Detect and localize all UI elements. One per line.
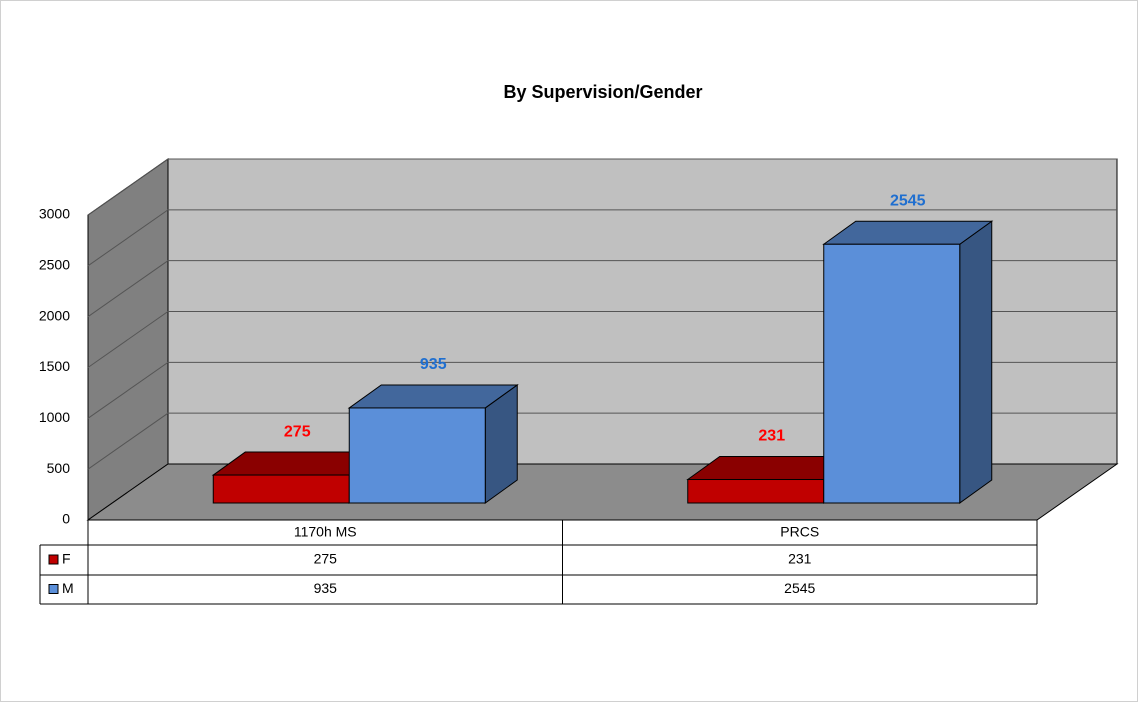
data-label: 275 — [284, 423, 311, 440]
y-tick-label: 500 — [47, 460, 71, 476]
grid-line — [87, 412, 1117, 470]
table-value: 935 — [314, 580, 338, 596]
x-tick-label: PRCS — [780, 524, 819, 540]
grid-line — [87, 361, 1117, 419]
y-tick-label: 1500 — [39, 358, 70, 374]
bar-side — [959, 220, 993, 504]
table-value: 275 — [314, 551, 338, 567]
legend-swatch — [48, 584, 59, 594]
y-tick-label: 2500 — [39, 257, 70, 273]
grid-line — [87, 158, 1117, 216]
y-tick-label: 1000 — [39, 409, 70, 425]
grid-line — [87, 209, 1117, 267]
y-tick-label: 3000 — [39, 206, 70, 222]
data-label: 2545 — [890, 192, 926, 209]
bar — [823, 243, 961, 504]
legend-label: M — [62, 580, 74, 596]
table-value: 231 — [788, 551, 812, 567]
table-value: 2545 — [784, 580, 815, 596]
y-tick-label: 0 — [62, 511, 70, 527]
data-label: 935 — [420, 356, 447, 373]
legend-label: F — [62, 551, 71, 567]
grid-line — [87, 260, 1117, 318]
legend-swatch — [48, 554, 59, 565]
bar — [687, 479, 825, 504]
data-label: 231 — [758, 428, 785, 445]
chart-title: By Supervision/Gender — [503, 82, 702, 102]
bar — [212, 474, 350, 504]
grid-line — [87, 311, 1117, 368]
bar — [348, 407, 486, 504]
x-tick-label: 1170h MS — [294, 524, 357, 540]
y-tick-label: 2000 — [39, 307, 70, 323]
